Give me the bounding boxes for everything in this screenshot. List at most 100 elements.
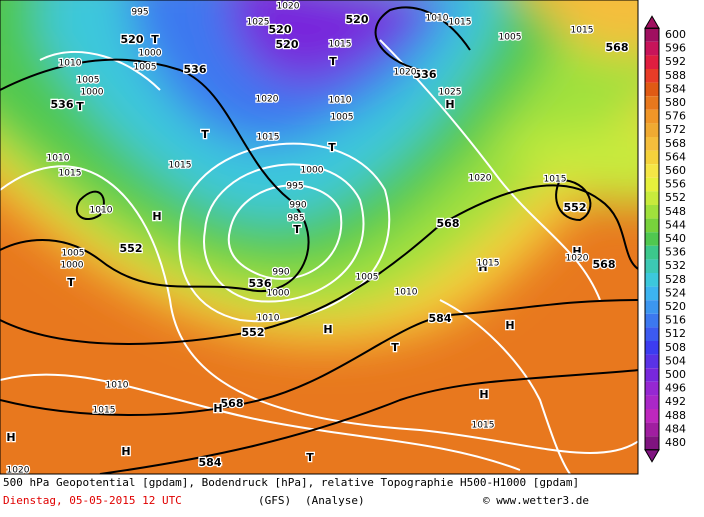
map-label: T <box>391 341 399 354</box>
legend-label: 600 <box>665 28 686 41</box>
map-label: 1025 <box>247 18 270 28</box>
map-label: T <box>293 223 301 236</box>
map-label: 584 <box>429 312 452 325</box>
map-label: 995 <box>131 8 148 18</box>
legend-label: 548 <box>665 205 686 218</box>
legend-label: 568 <box>665 137 686 150</box>
legend-swatch <box>645 436 659 450</box>
map-label: 1025 <box>439 88 462 98</box>
map-label: 1010 <box>395 288 418 298</box>
map-label: 1005 <box>356 273 379 283</box>
map-label: 1010 <box>257 314 280 324</box>
legend-label: 532 <box>665 259 686 272</box>
legend-swatch <box>645 41 659 56</box>
legend-label: 544 <box>665 218 686 231</box>
legend-arrow-bottom <box>644 449 660 463</box>
map-frame <box>0 0 639 475</box>
map-label: 1010 <box>106 381 129 391</box>
map-label: 536 <box>51 98 74 111</box>
map-label: 1015 <box>449 18 472 28</box>
caption-date: Dienstag, 05-05-2015 12 UTC <box>3 494 182 507</box>
map-label: 990 <box>272 268 289 278</box>
legend-swatch <box>645 368 659 382</box>
map-label: H <box>6 431 15 444</box>
legend-label: 520 <box>665 300 686 313</box>
map-label: 1015 <box>59 169 82 179</box>
caption-model: (GFS) <box>258 494 291 507</box>
legend-label: 576 <box>665 110 686 123</box>
map-label: 995 <box>286 182 303 192</box>
map-label: 1000 <box>61 261 84 271</box>
legend-label: 524 <box>665 286 686 299</box>
map-label: 1010 <box>59 59 82 69</box>
legend-swatch <box>645 395 659 409</box>
legend-label: 512 <box>665 327 686 340</box>
legend-swatch <box>645 28 659 42</box>
legend-swatch <box>645 55 659 69</box>
map-label: 1015 <box>169 161 192 171</box>
legend-label: 596 <box>665 42 686 55</box>
map-label: 552 <box>242 326 265 339</box>
map-label: 1020 <box>469 174 492 184</box>
map-label: 985 <box>287 214 304 224</box>
legend-swatch <box>645 327 659 341</box>
map-label: 1000 <box>267 289 290 299</box>
legend-swatch <box>645 232 659 246</box>
geopotential-lines <box>0 6 638 474</box>
legend-swatch <box>645 177 659 192</box>
legend-arrow-top <box>644 15 660 29</box>
map-label: T <box>328 141 336 154</box>
map-label: 552 <box>564 201 587 214</box>
map-label: 1015 <box>472 421 495 431</box>
legend-label: 500 <box>665 368 686 381</box>
map-label: 1015 <box>544 175 567 185</box>
map-label: H <box>572 245 581 258</box>
map-label: T <box>201 128 209 141</box>
legend-frame <box>644 27 660 451</box>
legend-swatch <box>645 422 659 437</box>
isobars <box>0 39 638 474</box>
legend-label: 584 <box>665 82 686 95</box>
legend-label: 492 <box>665 395 686 408</box>
legend-swatch <box>645 313 659 328</box>
map-label: H <box>505 319 514 332</box>
map-label: 520 <box>276 38 299 51</box>
map-label: 1015 <box>329 40 352 50</box>
legend-label: 516 <box>665 314 686 327</box>
map-label: 536 <box>249 277 272 290</box>
legend-swatch <box>645 409 659 423</box>
legend-swatch <box>645 69 659 83</box>
legend-swatch <box>645 109 659 124</box>
map-label: 568 <box>221 397 244 410</box>
legend-swatch <box>645 354 659 369</box>
legend-swatch <box>645 205 659 219</box>
legend-swatch <box>645 191 659 205</box>
legend-label: 496 <box>665 382 686 395</box>
map-label: 520 <box>121 33 144 46</box>
legend-label: 480 <box>665 436 686 449</box>
legend-label: 572 <box>665 123 686 136</box>
legend-label: 508 <box>665 341 686 354</box>
legend-label: 504 <box>665 354 686 367</box>
map-label: 1000 <box>139 49 162 59</box>
map-label: 1020 <box>7 466 30 476</box>
caption-line: 500 hPa Geopotential [gpdam], Bodendruck… <box>3 476 579 489</box>
legend-label: 484 <box>665 422 686 435</box>
map-label: 536 <box>184 63 207 76</box>
map-label: H <box>323 323 332 336</box>
map-label: 1020 <box>277 2 300 12</box>
map-label: H <box>121 445 130 458</box>
legend-swatch <box>645 164 659 178</box>
map-label: 1020 <box>256 95 279 105</box>
map-label: 1010 <box>47 154 70 164</box>
legend-label: 560 <box>665 164 686 177</box>
map-label: 520 <box>269 23 292 36</box>
map-label: 1015 <box>257 133 280 143</box>
legend-label: 488 <box>665 409 686 422</box>
map-label: 1005 <box>331 113 354 123</box>
legend-label: 552 <box>665 191 686 204</box>
map-label: 1015 <box>571 26 594 36</box>
map-label: T <box>306 451 314 464</box>
